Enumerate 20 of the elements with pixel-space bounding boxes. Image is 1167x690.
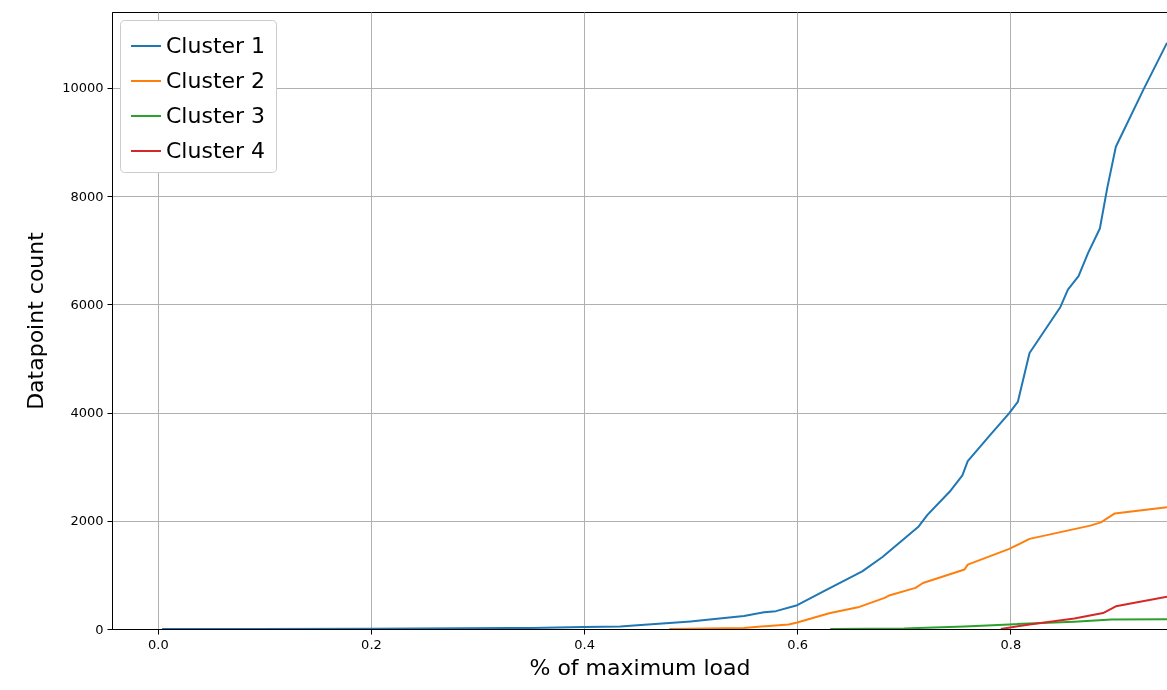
y-tick-label: 6000 [70,296,104,312]
legend-label: Cluster 4 [166,138,266,163]
y-axis-title: Datapoint count [23,231,49,410]
line-series [829,618,1167,629]
line-series [668,506,1167,629]
y-tick-label: 4000 [70,405,104,421]
x-tick-label: 0.2 [361,636,382,652]
x-tick-label: 0.8 [1000,636,1022,652]
y-tick-label: 0 [95,621,104,637]
legend-label: Cluster 2 [166,68,266,93]
line-series [999,595,1167,629]
legend-label: Cluster 3 [166,103,266,128]
y-tick-label: 8000 [70,188,104,204]
x-tick-label: 0.6 [787,636,809,652]
y-tick-label: 2000 [70,513,104,529]
x-axis-title: % of maximum load [529,654,751,680]
legend-label: Cluster 1 [166,33,266,58]
x-tick-label: 0.0 [147,636,169,652]
x-tick-label: 0.4 [574,636,595,652]
y-tick-label: 10000 [62,80,104,96]
